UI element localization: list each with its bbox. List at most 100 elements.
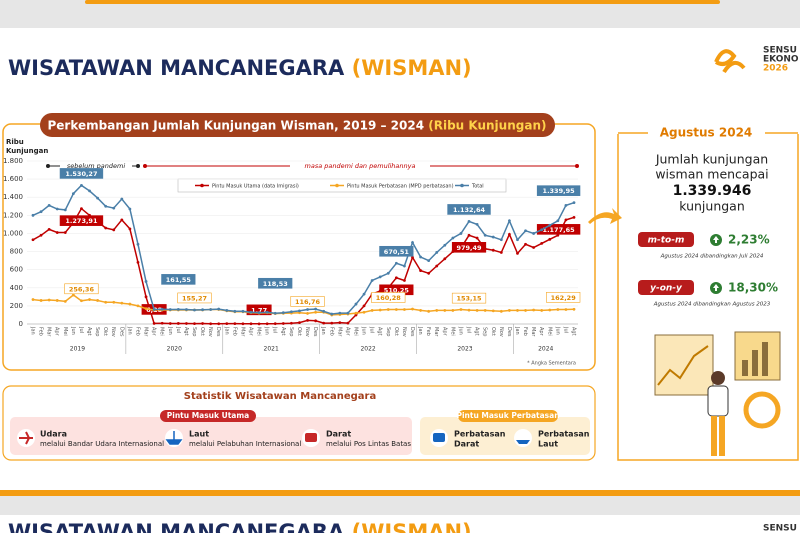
data-point	[378, 308, 382, 312]
x-tick-label: Jan	[514, 326, 520, 335]
illustration	[654, 331, 781, 456]
data-point	[298, 309, 301, 313]
x-tick-label: Feb	[134, 327, 140, 336]
x-tick-label: Des	[409, 327, 415, 337]
x-tick-label: Des	[312, 327, 318, 337]
data-point	[411, 307, 414, 311]
data-point	[394, 261, 398, 265]
y-tick-label: 1.400	[3, 193, 23, 201]
logo-text: EKONO	[763, 55, 799, 65]
data-point	[314, 310, 318, 314]
data-point	[144, 307, 148, 311]
x-tick-label: Agt	[280, 327, 286, 336]
data-label-bg	[371, 292, 406, 303]
data-point	[491, 248, 495, 252]
data-point	[403, 279, 406, 282]
x-tick-label: Des	[118, 327, 124, 337]
data-point	[532, 308, 536, 312]
board-bar	[742, 360, 748, 376]
x-tick-label: Jun	[264, 326, 270, 335]
item-desc: melalui Pos Lintas Batas	[326, 440, 411, 448]
x-tick-label: Okt	[296, 327, 302, 336]
data-point	[63, 208, 67, 212]
period-label-bg	[60, 161, 132, 171]
x-tick-label: Jul	[78, 326, 84, 333]
data-label-bg	[536, 224, 581, 235]
series-line	[32, 184, 575, 315]
data-point	[136, 242, 140, 246]
stats-title: Statistik Wisatawan Mancanegara	[184, 391, 377, 402]
y-tick-label: 400	[10, 284, 23, 292]
data-point	[322, 321, 326, 325]
data-point	[120, 197, 124, 201]
data-point	[185, 322, 188, 325]
icon-glyph	[433, 433, 445, 442]
x-tick-label: Agt	[183, 327, 189, 336]
year-label: 2022	[360, 346, 375, 353]
x-tick-label: Jan	[126, 326, 132, 335]
data-point	[524, 242, 527, 246]
data-point	[459, 232, 463, 235]
person-body	[707, 385, 729, 417]
data-point	[80, 184, 83, 187]
item-desc: melalui Pelabuhan Internasional	[189, 440, 301, 448]
data-point	[443, 309, 447, 312]
data-point	[508, 219, 511, 223]
data-point	[273, 311, 277, 315]
title-text: WISATAWAN MANCANEGARA	[8, 56, 345, 80]
data-label: 1.530,27	[65, 170, 97, 178]
period-dot	[575, 164, 579, 168]
gear	[743, 391, 781, 429]
data-label: 510,25	[384, 286, 410, 294]
slide-bottom-bar	[0, 490, 800, 496]
x-tick-label: Sep	[482, 327, 488, 336]
prev-slide-bar	[85, 0, 720, 4]
data-point	[394, 308, 398, 311]
person-head	[711, 371, 725, 385]
period-label: sebelum pandemi	[67, 162, 126, 170]
data-point	[168, 322, 172, 325]
border-title: Pintu Masuk Perbatasan	[456, 411, 559, 420]
data-point	[499, 251, 503, 254]
year-label: 2023	[457, 346, 472, 353]
x-tick-label: Sep	[385, 327, 391, 336]
data-point	[289, 321, 293, 325]
legend-label: Pintu Masuk Perbatasan (MPD perbatasan)	[347, 183, 454, 189]
y-axis-label: Ribu	[6, 138, 24, 146]
data-point	[362, 304, 366, 308]
data-point	[370, 279, 374, 282]
yoy-value: 18,30%	[728, 281, 778, 295]
data-point	[104, 226, 108, 230]
badge	[638, 232, 694, 247]
data-point	[209, 322, 213, 326]
data-label: 1.177,65	[543, 226, 576, 234]
data-point	[39, 210, 43, 214]
data-label: 162,29	[551, 294, 577, 302]
icon-ship	[514, 429, 532, 447]
x-tick-label: Mar	[239, 327, 245, 337]
x-tick-label: Jul	[562, 326, 568, 333]
data-point	[168, 308, 172, 311]
chart-title-unit: (Ribu Kunjungan)	[428, 118, 546, 132]
data-point	[136, 261, 140, 264]
year-label: 2019	[70, 346, 85, 353]
data-point	[419, 309, 422, 312]
x-tick-label: Feb	[231, 327, 237, 336]
data-point	[88, 189, 91, 193]
x-tick-label: Jan	[223, 326, 229, 335]
yoy-note: Agustus 2024 dibandingkan Agustus 2023	[653, 302, 771, 308]
x-tick-label: Jul	[369, 326, 375, 333]
data-point	[128, 207, 132, 211]
x-tick-label: Apr	[538, 327, 544, 337]
summary-unit: kunjungan	[679, 199, 745, 214]
data-point	[378, 275, 382, 279]
data-point	[273, 322, 277, 326]
data-point	[556, 308, 560, 311]
data-point	[524, 309, 527, 312]
data-point	[176, 307, 180, 311]
data-point	[411, 241, 414, 244]
x-tick-label: Sep	[94, 327, 100, 336]
data-point	[88, 298, 91, 301]
data-point	[491, 235, 495, 239]
data-label: 1.273,91	[65, 217, 98, 225]
